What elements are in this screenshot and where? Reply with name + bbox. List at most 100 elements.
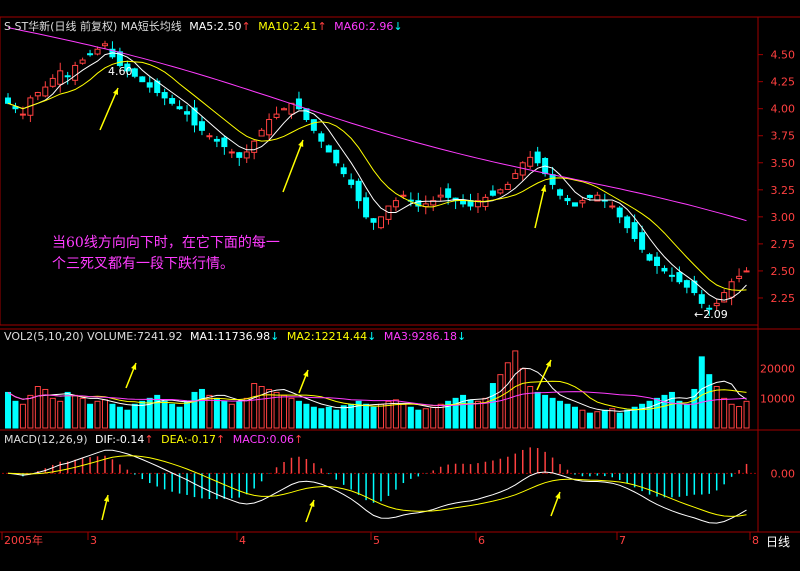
vol-ma2-arrow: ↓	[367, 330, 377, 343]
candle-body	[198, 121, 205, 131]
candle	[668, 267, 675, 282]
macd-legend: MACD(12,26,9) DIF:-0.14↑ DEA:-0.17↑ MACD…	[4, 433, 303, 447]
volume-bar	[527, 386, 534, 429]
ma60-arrow: ↓	[393, 20, 403, 33]
candle-body	[310, 119, 317, 131]
volume-bar	[654, 397, 661, 429]
annotation-arrow	[99, 87, 119, 131]
vol-ma1-arrow: ↓	[270, 330, 280, 343]
candle-body	[646, 254, 653, 261]
low-price-label: ←2.09	[694, 308, 728, 321]
price-panel-title: S ST华新(日线 前复权) MA短长均线	[4, 20, 182, 33]
volume-tick-label: 20000	[760, 363, 795, 376]
candle	[57, 62, 64, 93]
candle-body	[191, 107, 198, 126]
candle-body	[116, 51, 123, 66]
candle	[557, 188, 564, 200]
candle-body	[19, 113, 26, 116]
volume-bar	[124, 409, 131, 429]
candle	[27, 95, 34, 123]
candle	[101, 40, 108, 49]
x-tick-label: 8	[752, 534, 759, 547]
candle-body	[668, 274, 675, 277]
candle-body	[236, 152, 243, 158]
candle-body	[64, 75, 71, 78]
volume-bar	[258, 386, 265, 429]
candle	[213, 136, 220, 148]
volume-tick-label: 10000	[760, 392, 795, 405]
annotation-arrow	[305, 499, 315, 523]
candle-body	[184, 111, 191, 115]
candle-body	[430, 200, 437, 206]
candle-body	[206, 135, 213, 138]
candle	[64, 71, 71, 85]
candle-body	[87, 53, 94, 56]
arrow-shaft	[534, 184, 546, 229]
candle	[34, 91, 41, 101]
candle-body	[348, 179, 355, 185]
volume-bar	[251, 383, 258, 429]
candle	[94, 46, 101, 56]
candle	[728, 278, 735, 306]
annotation-arrow	[534, 184, 547, 229]
candle-body	[176, 106, 183, 110]
dea-legend: DEA:-0.17	[161, 433, 217, 446]
y-tick-label: 2.75	[771, 238, 796, 251]
candle	[363, 192, 370, 220]
volume-bar	[42, 388, 49, 429]
y-tick-label: 3.25	[771, 184, 796, 197]
candle-body	[139, 76, 146, 83]
volume-bar	[184, 400, 191, 429]
candle-body	[146, 82, 153, 88]
volume-bar	[355, 400, 362, 429]
volume-bar	[236, 400, 243, 429]
candle	[661, 265, 668, 274]
candle-body	[489, 190, 496, 196]
macd-tick-label: 0.00	[771, 467, 796, 480]
candle-body	[557, 189, 564, 196]
volume-bar	[400, 403, 407, 429]
candle	[243, 144, 250, 164]
ma10-legend: MA10:2.41	[258, 20, 318, 33]
volume-bar	[169, 403, 176, 429]
volume-bar	[639, 403, 646, 429]
candle-body	[654, 256, 661, 267]
y-tick-label: 3.75	[771, 130, 796, 143]
candle	[124, 60, 131, 78]
candle	[534, 146, 541, 167]
volume-bar	[631, 406, 638, 429]
candle	[42, 81, 49, 98]
candle	[370, 218, 377, 230]
period-label[interactable]: 日线	[766, 535, 791, 549]
volume-bar	[378, 403, 384, 429]
volume-bar	[594, 411, 601, 429]
dif-legend: DIF:-0.14	[95, 433, 145, 446]
candle-body	[243, 151, 250, 159]
candle	[489, 185, 496, 197]
volume-bar	[571, 406, 578, 429]
candle-body	[333, 149, 340, 164]
volume-bar	[176, 406, 183, 429]
volume-bar	[101, 399, 108, 429]
y-tick-label: 2.25	[771, 292, 796, 305]
volume-bar	[310, 406, 317, 429]
volume-bar	[460, 394, 467, 429]
x-tick-label: 6	[478, 534, 485, 547]
candle	[161, 88, 168, 106]
arrow-shaft	[282, 139, 304, 193]
volume-bar	[12, 400, 19, 429]
arrow-head	[303, 370, 309, 377]
candle-body	[564, 197, 571, 202]
candle-body	[497, 189, 504, 194]
volume-bar	[557, 400, 564, 429]
candle-body	[12, 106, 19, 110]
dea-arrow: ↑	[216, 433, 226, 446]
y-tick-label: 4.50	[771, 49, 796, 62]
vol-ma2-line	[7, 380, 747, 411]
volume-bar	[534, 391, 541, 429]
candle	[340, 163, 347, 178]
volume-bar	[422, 408, 429, 429]
volume-bar	[333, 409, 340, 429]
candle	[482, 194, 489, 211]
